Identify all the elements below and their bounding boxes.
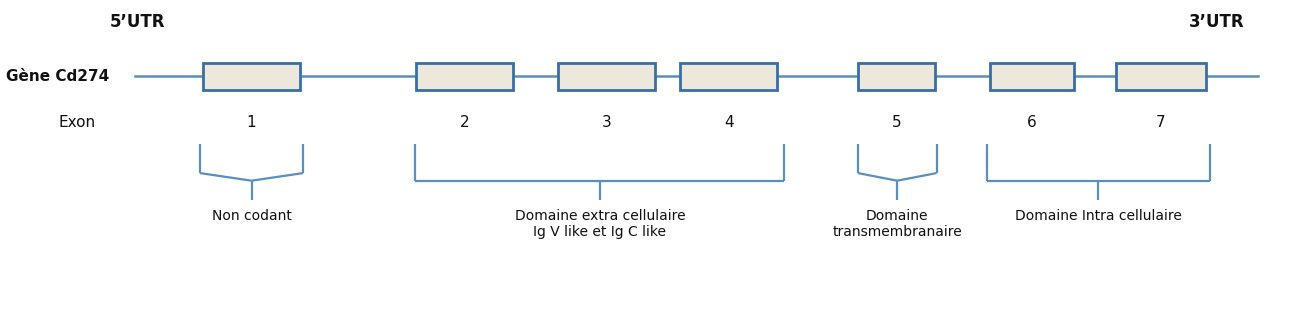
Text: Non codant: Non codant <box>212 209 292 223</box>
Text: 3’UTR: 3’UTR <box>1189 13 1245 31</box>
Text: 3: 3 <box>601 114 611 130</box>
Text: 6: 6 <box>1027 114 1037 130</box>
FancyBboxPatch shape <box>1116 63 1206 89</box>
Text: Domaine extra cellulaire
Ig V like et Ig C like: Domaine extra cellulaire Ig V like et Ig… <box>515 209 685 239</box>
FancyBboxPatch shape <box>557 63 654 89</box>
FancyBboxPatch shape <box>991 63 1073 89</box>
Text: 4: 4 <box>724 114 734 130</box>
Text: 7: 7 <box>1156 114 1166 130</box>
Text: Domaine Intra cellulaire: Domaine Intra cellulaire <box>1015 209 1182 223</box>
Text: Exon: Exon <box>58 114 95 130</box>
FancyBboxPatch shape <box>681 63 777 89</box>
Text: 5’UTR: 5’UTR <box>110 13 165 31</box>
FancyBboxPatch shape <box>204 63 299 89</box>
FancyBboxPatch shape <box>415 63 512 89</box>
Text: 2: 2 <box>459 114 470 130</box>
Text: Domaine
transmembranaire: Domaine transmembranaire <box>832 209 962 239</box>
Text: Gène Cd274: Gène Cd274 <box>6 68 110 84</box>
Text: 1: 1 <box>246 114 257 130</box>
FancyBboxPatch shape <box>858 63 935 89</box>
Text: 5: 5 <box>891 114 902 130</box>
